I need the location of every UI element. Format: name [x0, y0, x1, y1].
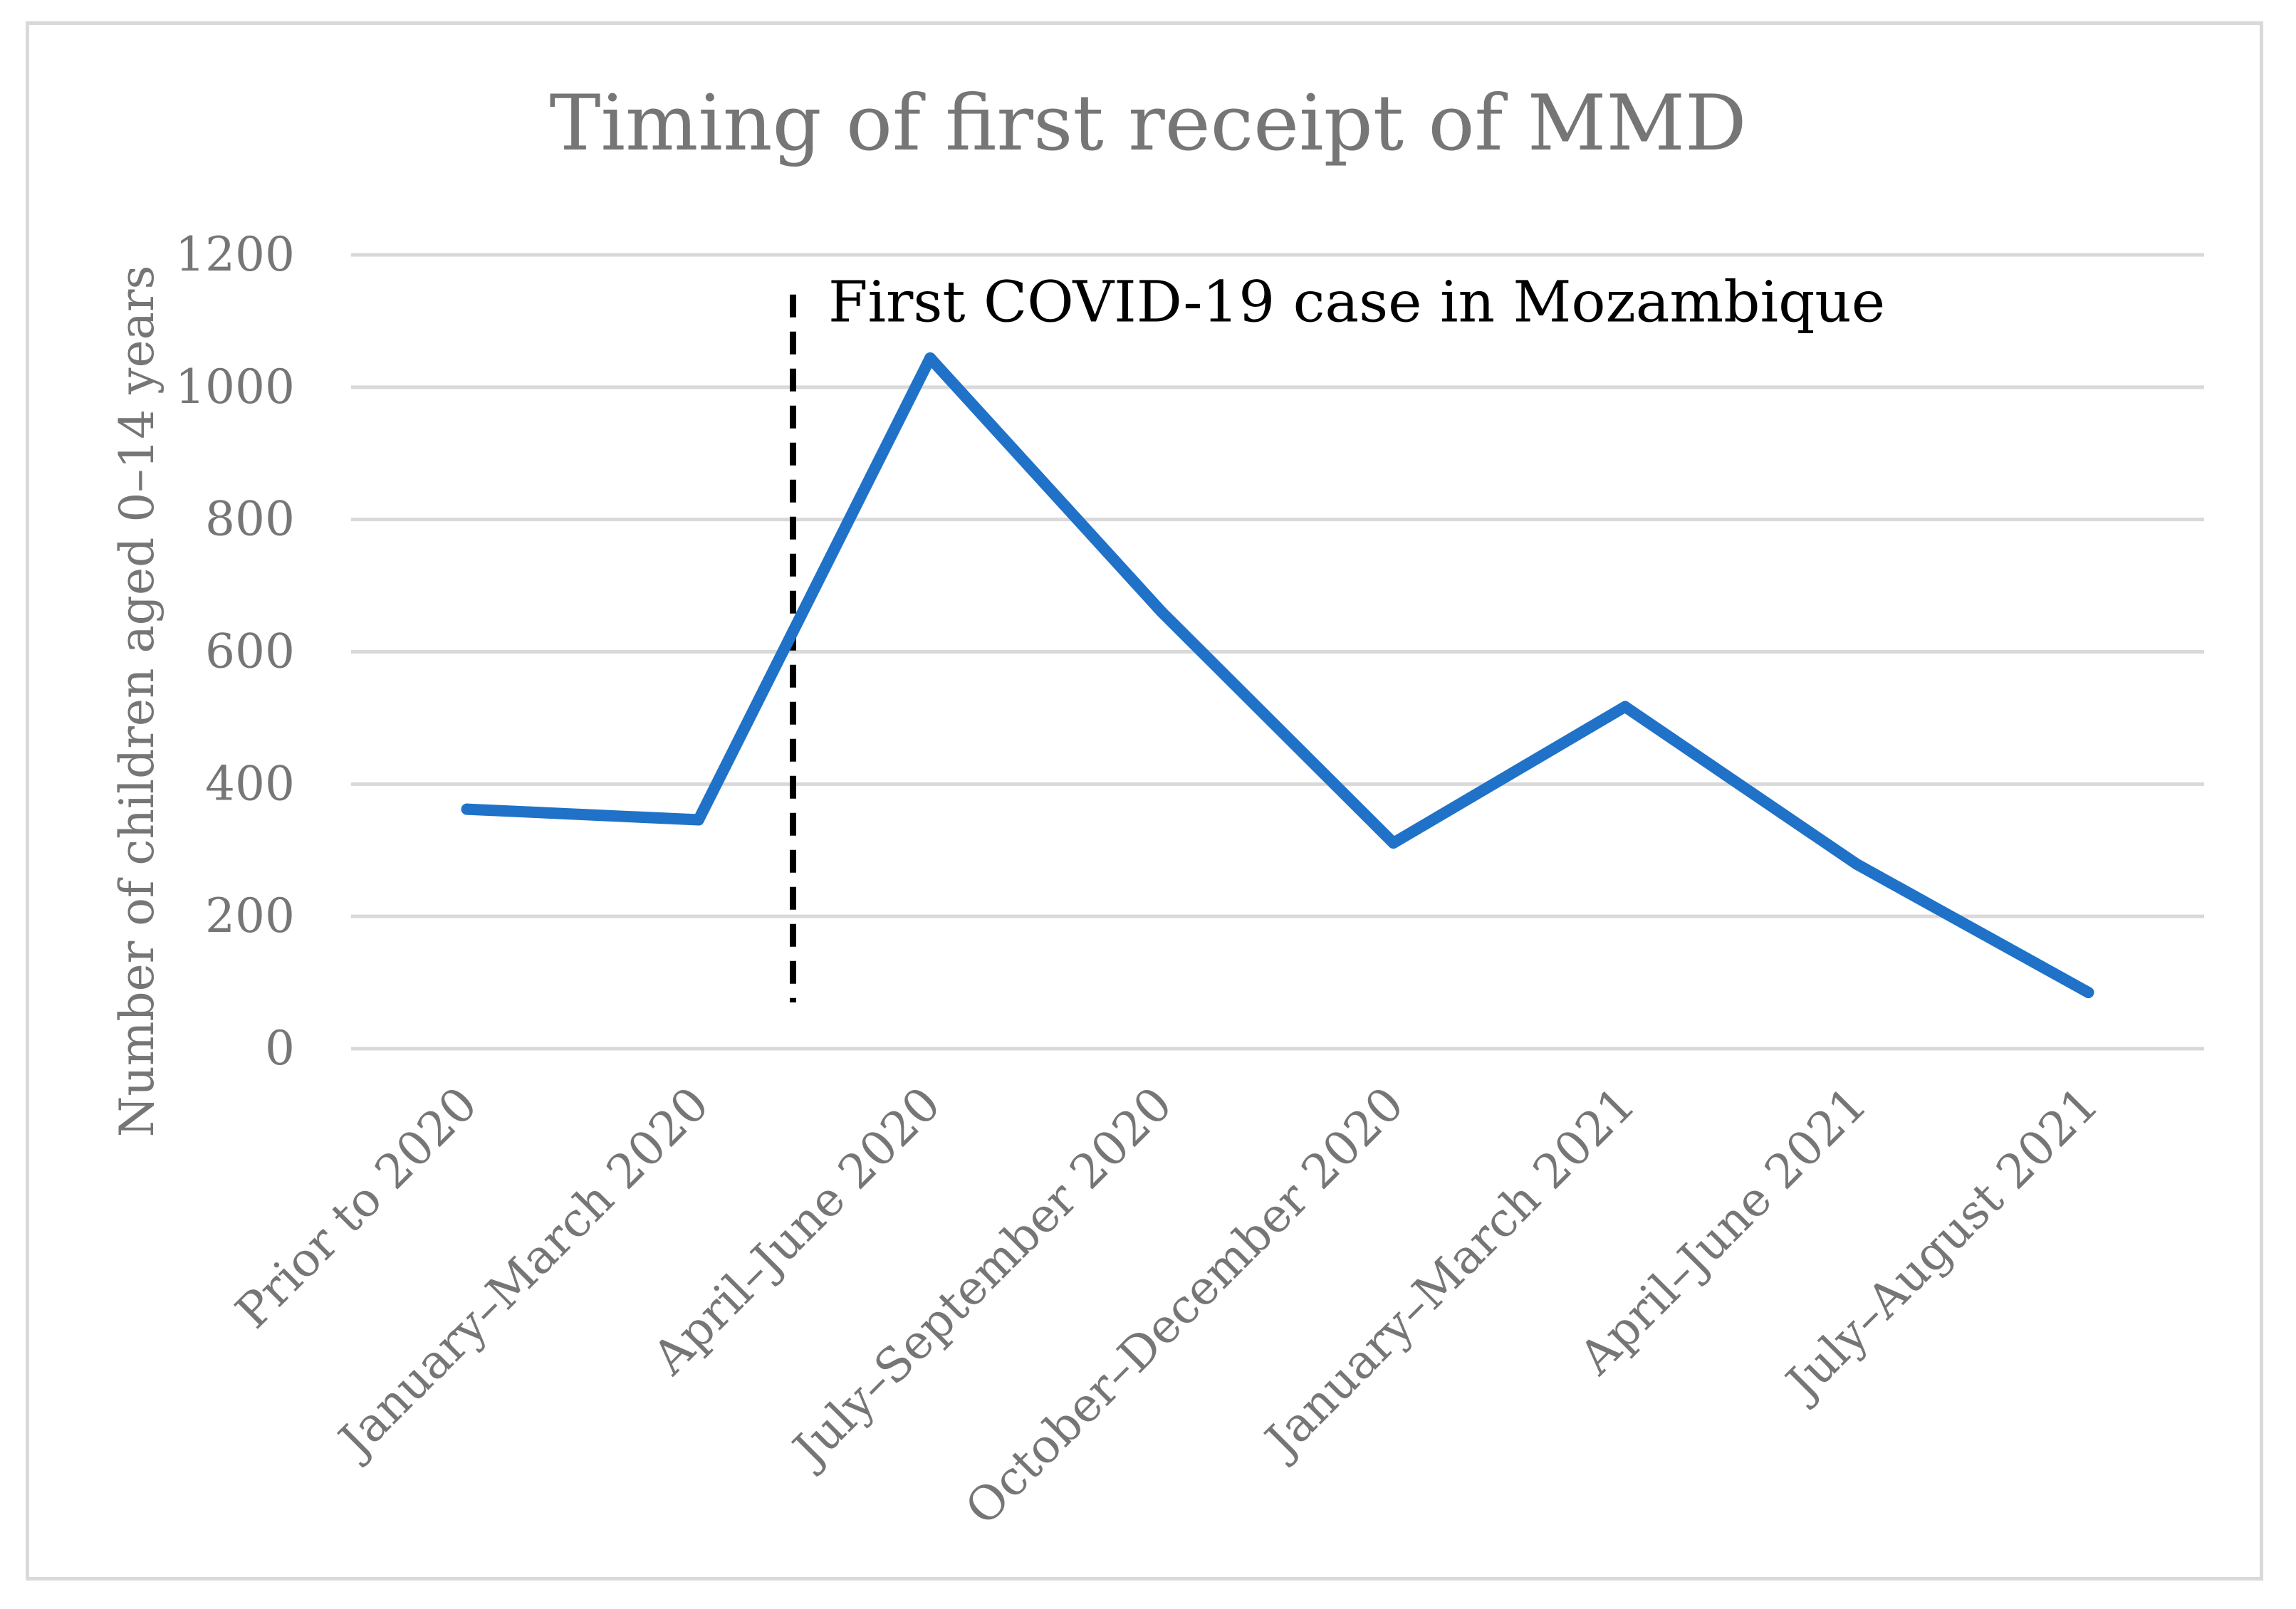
- x-tick-label-1: January–March 2020: [325, 1076, 719, 1470]
- data-point-1: [692, 814, 704, 826]
- x-tick-label-4: October–December 2020: [955, 1076, 1414, 1536]
- y-tick-label-200: 200: [205, 889, 295, 943]
- y-axis-ticks: 0 200 400 600 800 1000 1200: [175, 227, 295, 1076]
- chart-frame: [26, 21, 2263, 1581]
- y-tick-label-400: 400: [205, 756, 295, 811]
- data-point-2: [924, 352, 936, 364]
- x-tick-label-3: July–September 2020: [780, 1076, 1183, 1479]
- y-tick-label-800: 800: [205, 492, 295, 547]
- covid-annotation: First COVID-19 case in Mozambique: [790, 268, 1885, 1002]
- data-point-3: [1156, 606, 1168, 618]
- y-tick-label-1000: 1000: [175, 360, 295, 414]
- x-tick-label-5: January–March 2021: [1252, 1076, 1646, 1470]
- x-tick-label-0: Prior to 2020: [225, 1076, 488, 1339]
- data-point-5: [1619, 701, 1631, 713]
- data-point-6: [1851, 858, 1863, 870]
- data-series: [461, 352, 2094, 999]
- series-line-0: [461, 352, 2094, 999]
- y-tick-label-600: 600: [205, 624, 295, 679]
- y-tick-label-1200: 1200: [175, 227, 295, 282]
- covid-annotation-label: First COVID-19 case in Mozambique: [828, 268, 1885, 335]
- y-axis-label: Number of children aged 0–14 years: [110, 266, 165, 1138]
- data-point-7: [2082, 987, 2094, 999]
- chart-title: Timing of first receipt of MMD: [549, 79, 1746, 168]
- gridlines: [351, 253, 2204, 1051]
- y-tick-label-0: 0: [265, 1021, 295, 1076]
- data-point-0: [461, 803, 473, 815]
- data-point-4: [1387, 837, 1399, 849]
